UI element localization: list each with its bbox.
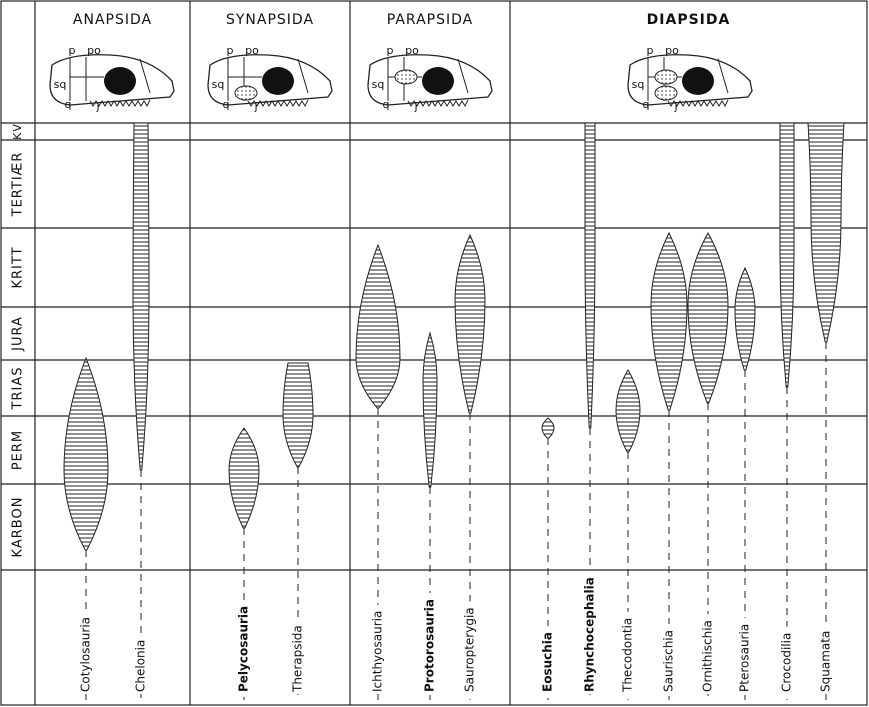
spindle: [780, 123, 794, 387]
skull-label: p: [647, 44, 654, 57]
taxon-label: Rhynchocephalia: [583, 577, 597, 692]
skull-label: po: [245, 44, 259, 57]
period-label: JURA: [11, 316, 26, 352]
skull-label: q: [223, 98, 230, 111]
skull-label: p: [387, 44, 394, 57]
taxon-label: Thecodontia: [621, 618, 635, 693]
spindle: [455, 235, 485, 413]
temporal-opening: [655, 86, 677, 100]
taxon-label: Cotylosauria: [79, 617, 93, 692]
orbit: [422, 67, 454, 95]
skull-label: sq: [212, 78, 225, 91]
taxon-label: Protorosauria: [423, 599, 437, 692]
diagram: KV TERTIÆR KRITT JURA TRIAS PERM KARBON ANAPSID…: [0, 0, 869, 707]
skull-label: j: [413, 100, 417, 113]
taxon-label: Ichthyosauria: [371, 611, 385, 692]
spindle: [356, 245, 400, 408]
spindle: [229, 428, 259, 528]
period-label: TRIAS: [11, 367, 26, 411]
spindle: [651, 233, 687, 410]
taxon-label: Sauropterygia: [463, 607, 477, 692]
group-title: SYNAPSIDA: [226, 12, 314, 28]
temporal-opening: [395, 70, 417, 84]
skull-label: q: [65, 98, 72, 111]
skull-label: j: [95, 100, 99, 113]
spindle: [808, 123, 844, 342]
period-label: PERM: [11, 430, 26, 470]
orbit: [262, 67, 294, 95]
taxon-label: Chelonia: [134, 640, 148, 692]
spindle: [64, 358, 108, 550]
skull-label: po: [405, 44, 419, 57]
skull-label: sq: [632, 78, 645, 91]
skull-label: sq: [54, 78, 67, 91]
taxon-label: Saurischia: [662, 630, 676, 692]
spindle: [688, 233, 728, 403]
spindle: [423, 333, 437, 487]
skull-label: p: [227, 44, 234, 57]
spindle: [133, 123, 149, 470]
group-title: DIAPSIDA: [647, 12, 731, 28]
spindle: [283, 363, 313, 467]
taxon-label: Eosuchia: [541, 632, 555, 692]
period-label: KRITT: [11, 246, 26, 288]
period-label: TERTIÆR: [11, 152, 26, 218]
spindle: [616, 370, 640, 452]
skull-label: sq: [372, 78, 385, 91]
taxon-label: Crocodilia: [780, 633, 794, 692]
taxon-label: Pelycosauria: [237, 606, 251, 692]
skull-label: po: [665, 44, 679, 57]
spindle: [735, 268, 755, 370]
taxon-label: Ornithischia: [701, 620, 715, 692]
spindle: [585, 123, 595, 428]
period-label: KV: [11, 123, 24, 140]
temporal-opening: [235, 86, 257, 100]
skull-label: p: [69, 44, 76, 57]
skull-label: po: [87, 44, 101, 57]
skull-label: j: [253, 100, 257, 113]
skull-label: q: [643, 98, 650, 111]
skull-label: j: [673, 100, 677, 113]
orbit: [682, 67, 714, 95]
taxon-label: Therapsida: [291, 625, 305, 693]
taxon-label: Squamata: [819, 631, 833, 692]
group-title: PARAPSIDA: [387, 12, 473, 28]
spindle: [542, 418, 554, 438]
orbit: [104, 67, 136, 95]
group-title: ANAPSIDA: [73, 12, 152, 28]
temporal-opening: [655, 70, 677, 84]
period-label: KARBON: [11, 497, 26, 558]
taxon-label: Pterosauria: [738, 624, 752, 692]
skull-label: q: [383, 98, 390, 111]
